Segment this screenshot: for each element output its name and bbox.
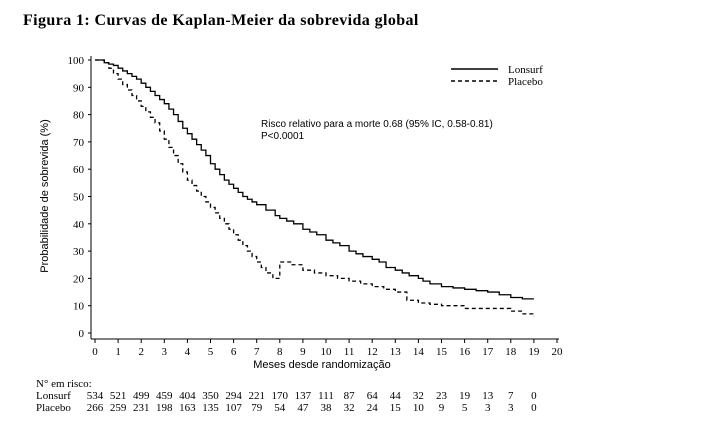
x-tick-label: 3 — [162, 346, 168, 358]
risk-value: 350 — [202, 390, 219, 402]
x-tick-label: 18 — [505, 346, 517, 358]
x-tick-label: 19 — [528, 346, 540, 358]
x-tick-label: 20 — [552, 346, 564, 358]
risk-value: 47 — [297, 402, 309, 414]
risk-table: Lonsurf 534 521 499 459 404 350 294 221 170 137 111… — [36, 390, 537, 414]
risk-value: 294 — [225, 390, 242, 402]
x-tick-label: 6 — [231, 346, 237, 358]
p-value-text: P<0.0001 — [261, 131, 305, 142]
x-tick-label: 17 — [482, 346, 494, 358]
risk-value: 266 — [87, 402, 104, 414]
x-tick-label: 1 — [115, 346, 121, 358]
y-tick-label: 40 — [73, 219, 85, 231]
y-tick-label: 20 — [73, 273, 85, 285]
x-tick-label: 11 — [344, 346, 355, 358]
axes — [90, 56, 559, 340]
x-tick-label: 8 — [277, 346, 283, 358]
y-tick-label: 60 — [73, 164, 85, 176]
risk-value: 0 — [531, 390, 537, 402]
risk-value: 404 — [179, 390, 196, 402]
risk-value: 24 — [367, 402, 379, 414]
risk-value: 44 — [390, 390, 402, 402]
risk-value: 9 — [439, 402, 445, 414]
x-tick-label: 15 — [436, 346, 448, 358]
risk-value: 32 — [344, 402, 355, 414]
x-tick-label: 13 — [390, 346, 402, 358]
y-ticks: 0 10 20 30 40 50 60 70 80 90 100 — [68, 55, 91, 340]
legend: Lonsurf Placebo — [451, 64, 543, 88]
risk-value: 32 — [413, 390, 424, 402]
risk-value: 135 — [202, 402, 219, 414]
risk-value: 231 — [133, 402, 150, 414]
legend-label-lonsurf: Lonsurf — [508, 64, 543, 76]
x-ticks: 0 1 2 3 4 5 6 7 8 9 10 11 12 13 14 15 16 17 18 19 20 — [92, 339, 563, 358]
risk-value: 107 — [225, 402, 242, 414]
x-tick-label: 16 — [459, 346, 471, 358]
series-line-placebo — [95, 59, 535, 317]
risk-value: 79 — [251, 402, 263, 414]
x-axis-title: Meses desde randomização — [253, 359, 391, 371]
y-tick-label: 100 — [68, 55, 85, 67]
risk-value: 111 — [318, 390, 334, 402]
y-tick-label: 90 — [73, 82, 85, 94]
risk-value: 64 — [367, 390, 379, 402]
x-tick-label: 5 — [208, 346, 214, 358]
y-tick-label: 10 — [73, 301, 85, 313]
risk-value: 221 — [248, 390, 265, 402]
y-axis-title: Probabilidade de sobrevida (%) — [39, 119, 51, 272]
y-tick-label: 50 — [73, 192, 85, 204]
risk-value: 3 — [485, 402, 491, 414]
risk-value: 23 — [436, 390, 448, 402]
risk-value: 459 — [156, 390, 173, 402]
y-tick-label: 0 — [79, 328, 85, 340]
x-tick-label: 10 — [321, 346, 333, 358]
risk-value: 7 — [508, 390, 514, 402]
risk-row-label: Placebo — [36, 402, 71, 414]
risk-value: 163 — [179, 402, 196, 414]
risk-value: 198 — [156, 402, 173, 414]
risk-value: 521 — [110, 390, 127, 402]
risk-value: 15 — [390, 402, 402, 414]
risk-value: 5 — [462, 402, 468, 414]
x-tick-label: 9 — [300, 346, 306, 358]
risk-value: 19 — [459, 390, 471, 402]
risk-value: 54 — [274, 402, 286, 414]
risk-value: 13 — [482, 390, 494, 402]
risk-value: 499 — [133, 390, 150, 402]
risk-value: 137 — [295, 390, 312, 402]
series-lines — [95, 59, 535, 317]
risk-value: 87 — [344, 390, 356, 402]
x-tick-label: 0 — [92, 346, 98, 358]
y-tick-label: 30 — [73, 246, 85, 258]
y-tick-label: 70 — [73, 137, 85, 149]
y-tick-label: 80 — [73, 110, 85, 122]
figure-title: Figura 1: Curvas de Kaplan-Meier da sobr… — [23, 12, 419, 29]
x-tick-label: 14 — [413, 346, 425, 358]
series-line-lonsurf — [95, 59, 534, 300]
risk-value: 0 — [531, 402, 537, 414]
risk-value: 170 — [272, 390, 289, 402]
legend-label-placebo: Placebo — [508, 76, 543, 88]
risk-table-header: N° em risco: — [36, 378, 92, 390]
x-tick-label: 2 — [138, 346, 144, 358]
risk-value: 259 — [110, 402, 127, 414]
x-tick-label: 7 — [254, 346, 260, 358]
risk-value: 10 — [413, 402, 425, 414]
risk-row-label: Lonsurf — [36, 390, 71, 402]
x-tick-label: 12 — [367, 346, 378, 358]
risk-value: 38 — [321, 402, 333, 414]
risk-value: 534 — [87, 390, 104, 402]
risk-value: 3 — [508, 402, 514, 414]
x-tick-label: 4 — [185, 346, 191, 358]
hazard-ratio-text: Risco relativo para a morte 0.68 (95% IC… — [261, 119, 493, 130]
